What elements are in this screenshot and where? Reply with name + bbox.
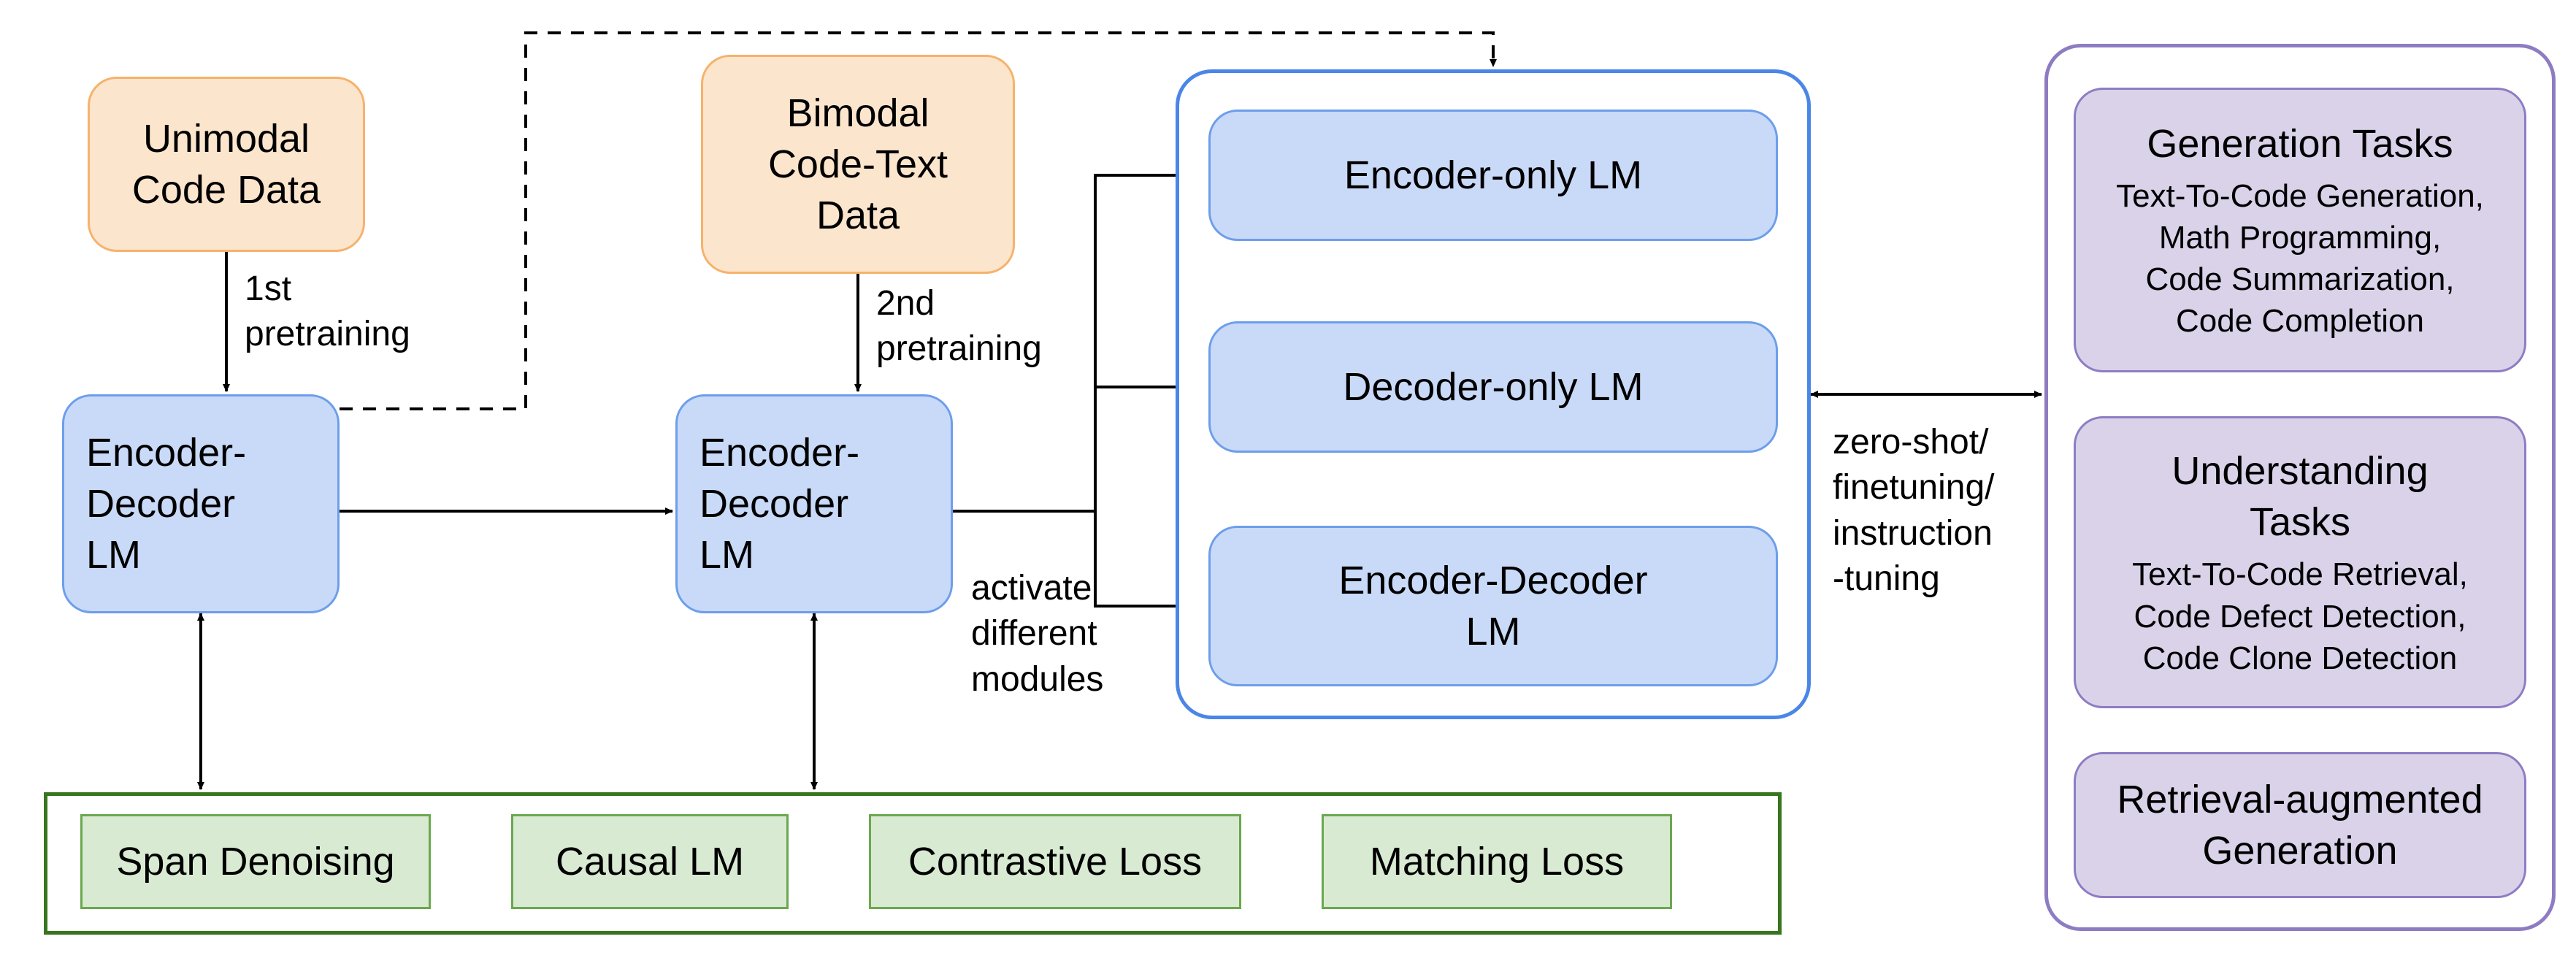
encdec2-label: Encoder- Decoder LM — [699, 427, 859, 581]
node-contrastive-loss: Contrastive Loss — [869, 814, 1241, 909]
node-encdec-lm: Encoder-Decoder LM — [1208, 526, 1778, 686]
node-encdec-2: Encoder- Decoder LM — [675, 394, 953, 613]
node-encdec-1: Encoder- Decoder LM — [62, 394, 340, 613]
spandenoise-label: Span Denoising — [116, 836, 394, 887]
node-decoder-only: Decoder-only LM — [1208, 321, 1778, 453]
matching-label: Matching Loss — [1370, 836, 1624, 887]
bimodal-label: Bimodal Code-Text Data — [768, 88, 948, 242]
node-causal-lm: Causal LM — [511, 814, 789, 909]
node-unimodal-data: Unimodal Code Data — [88, 77, 365, 252]
node-generation-tasks: Generation Tasks Text-To-Code Generation… — [2074, 88, 2526, 372]
node-bimodal-data: Bimodal Code-Text Data — [701, 55, 1015, 274]
node-encoder-only: Encoder-only LM — [1208, 110, 1778, 241]
deconly-label: Decoder-only LM — [1343, 361, 1643, 413]
label-zeroshot: zero-shot/ finetuning/ instruction -tuni… — [1833, 420, 1995, 602]
label-first-pretrain: 1st pretraining — [245, 267, 410, 358]
node-matching-loss: Matching Loss — [1322, 814, 1672, 909]
enconly-label: Encoder-only LM — [1344, 150, 1642, 201]
undertasks-sub: Text-To-Code Retrieval, Code Defect Dete… — [2132, 553, 2468, 679]
contrastive-label: Contrastive Loss — [908, 836, 1202, 887]
node-span-denoising: Span Denoising — [80, 814, 431, 909]
encdec1-label: Encoder- Decoder LM — [86, 427, 246, 581]
encdeclm-label: Encoder-Decoder LM — [1338, 555, 1647, 657]
gentasks-sub: Text-To-Code Generation, Math Programmin… — [2116, 175, 2484, 342]
node-understanding-tasks: Understanding Tasks Text-To-Code Retriev… — [2074, 416, 2526, 708]
causallm-label: Causal LM — [556, 836, 744, 887]
label-activate-modules: activate different modules — [971, 566, 1103, 702]
label-second-pretrain: 2nd pretraining — [876, 281, 1042, 372]
unimodal-label: Unimodal Code Data — [132, 113, 321, 215]
edge-encdec2-deconly — [953, 387, 1205, 511]
retrieval-title: Retrieval-augmented Generation — [2117, 774, 2483, 876]
undertasks-title: Understanding Tasks — [2171, 445, 2428, 548]
gentasks-title: Generation Tasks — [2147, 118, 2453, 169]
node-retrieval-aug: Retrieval-augmented Generation — [2074, 752, 2526, 898]
